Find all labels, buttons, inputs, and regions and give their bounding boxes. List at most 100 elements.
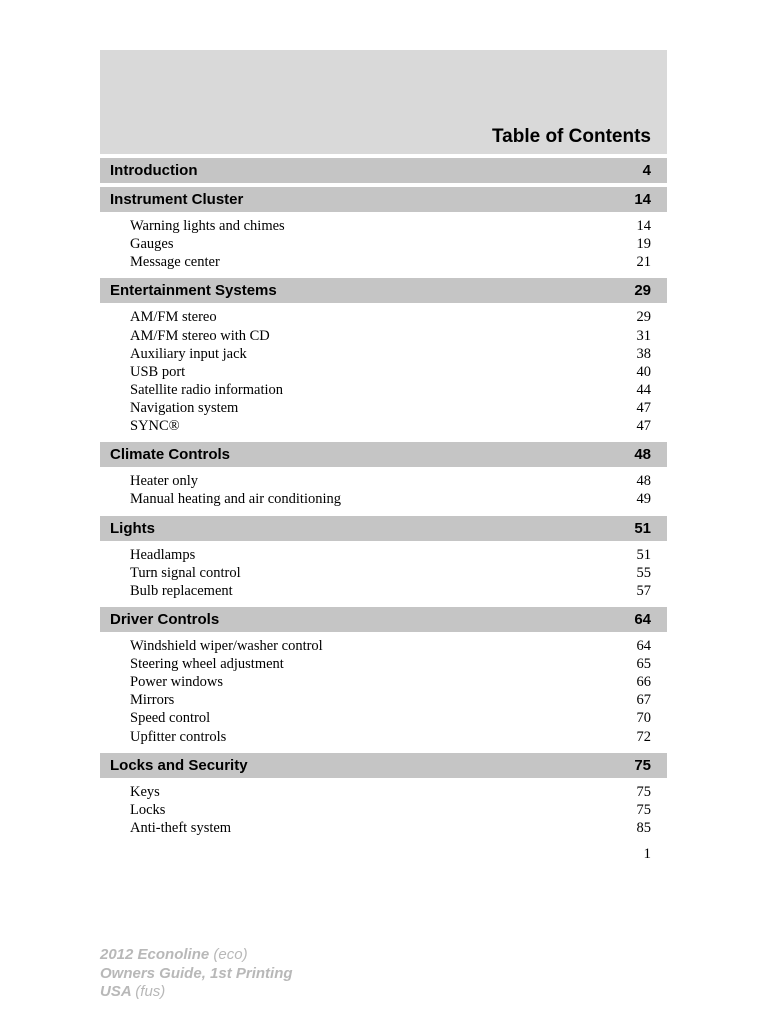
toc-item: Locks 75 xyxy=(100,801,667,819)
toc-item-page: 47 xyxy=(637,417,652,435)
section-page: 14 xyxy=(634,191,651,208)
toc-item: Windshield wiper/washer control64 xyxy=(100,637,667,655)
toc-item: Message center21 xyxy=(100,253,667,271)
toc-item-page: 65 xyxy=(637,655,652,673)
title-bar: Table of Contents xyxy=(100,120,667,154)
section-header: Introduction 4 xyxy=(100,158,667,183)
toc-item: Navigation system 47 xyxy=(100,399,667,417)
section-page: 51 xyxy=(634,520,651,537)
toc-item-label: Manual heating and air conditioning xyxy=(130,490,341,508)
toc-item-page: 66 xyxy=(637,673,652,691)
toc-item: Power windows66 xyxy=(100,673,667,691)
toc-item-label: Mirrors xyxy=(130,691,174,709)
section-header: Climate Controls48 xyxy=(100,442,667,467)
title-text: Table of Contents xyxy=(492,126,651,147)
toc-item-page: 75 xyxy=(637,783,652,801)
section-header: Entertainment Systems 29 xyxy=(100,278,667,303)
section-title: Locks and Security xyxy=(110,757,248,774)
section-items: Heater only48Manual heating and air cond… xyxy=(100,467,667,511)
toc-item: SYNC® 47 xyxy=(100,417,667,435)
toc-item-label: Steering wheel adjustment xyxy=(130,655,284,673)
page-content: Table of Contents Introduction 4 Instrumen… xyxy=(0,0,767,863)
section-title: Climate Controls xyxy=(110,446,230,463)
toc-item: Auxiliary input jack38 xyxy=(100,345,667,363)
section-page: 4 xyxy=(643,162,651,179)
toc-item: Gauges19 xyxy=(100,235,667,253)
toc-item: Upfitter controls 72 xyxy=(100,728,667,746)
footer-line3-bold: USA xyxy=(100,983,131,1000)
toc-item: USB port 40 xyxy=(100,363,667,381)
footer-line3: USA (fus) xyxy=(100,983,293,1002)
toc-item: Bulb replacement 57 xyxy=(100,582,667,600)
footer-line3-light: (fus) xyxy=(135,983,165,1000)
section-items: Headlamps51Turn signal control55Bulb rep… xyxy=(100,541,667,603)
toc-item-label: Locks xyxy=(130,801,165,819)
toc-item-label: AM/FM stereo with CD xyxy=(130,327,270,345)
toc-item-page: 57 xyxy=(637,582,652,600)
section-header: Driver Controls 64 xyxy=(100,607,667,632)
toc-sections: Introduction4Instrument Cluster14Warning… xyxy=(100,158,667,840)
toc-item-label: Keys xyxy=(130,783,160,801)
toc-item-page: 70 xyxy=(637,709,652,727)
toc-item-page: 67 xyxy=(637,691,652,709)
toc-item-page: 44 xyxy=(637,381,652,399)
toc-item-label: Navigation system xyxy=(130,399,238,417)
toc-item-page: 29 xyxy=(637,308,652,326)
toc-item-page: 40 xyxy=(637,363,652,381)
toc-item-page: 51 xyxy=(637,546,652,564)
toc-item-page: 47 xyxy=(637,399,652,417)
toc-item-page: 31 xyxy=(637,327,652,345)
toc-item-label: SYNC® xyxy=(130,417,180,435)
section-page: 29 xyxy=(634,282,651,299)
section-title: Driver Controls xyxy=(110,611,219,628)
section-title: Entertainment Systems xyxy=(110,282,277,299)
toc-item: Speed control 70 xyxy=(100,709,667,727)
section-header: Lights 51 xyxy=(100,516,667,541)
section-header: Instrument Cluster 14 xyxy=(100,187,667,212)
section-page: 64 xyxy=(634,611,651,628)
toc-item: Anti-theft system 85 xyxy=(100,819,667,837)
toc-item-label: Turn signal control xyxy=(130,564,241,582)
toc-item-page: 48 xyxy=(637,472,652,490)
toc-item-page: 75 xyxy=(637,801,652,819)
section-title: Instrument Cluster xyxy=(110,191,243,208)
section-items: AM/FM stereo29AM/FM stereo with CD31Auxi… xyxy=(100,303,667,438)
toc-item-page: 19 xyxy=(637,235,652,253)
toc-item-page: 14 xyxy=(637,217,652,235)
toc-item-label: Windshield wiper/washer control xyxy=(130,637,323,655)
section-header: Locks and Security75 xyxy=(100,753,667,778)
section-items: Windshield wiper/washer control64Steerin… xyxy=(100,632,667,749)
toc-item-label: Upfitter controls xyxy=(130,728,226,746)
section-title: Introduction xyxy=(110,162,197,179)
footer: 2012 Econoline (eco) Owners Guide, 1st P… xyxy=(100,946,293,1002)
section-items: Keys 75 Locks 75 Anti-theft system 85 xyxy=(100,778,667,840)
toc-item: Headlamps 51 xyxy=(100,546,667,564)
toc-item: Manual heating and air conditioning49 xyxy=(100,490,667,508)
toc-item-page: 21 xyxy=(637,253,652,271)
toc-item-label: Heater only xyxy=(130,472,198,490)
toc-item-page: 55 xyxy=(637,564,652,582)
toc-item-label: Speed control xyxy=(130,709,210,727)
toc-item: Turn signal control 55 xyxy=(100,564,667,582)
toc-item-page: 85 xyxy=(637,819,652,837)
page-number: 1 xyxy=(100,840,667,863)
toc-item-label: Anti-theft system xyxy=(130,819,231,837)
toc-item: Keys 75 xyxy=(100,783,667,801)
toc-item-label: USB port xyxy=(130,363,185,381)
toc-item-label: AM/FM stereo xyxy=(130,308,217,326)
footer-line1-light: (eco) xyxy=(213,946,247,963)
toc-item-label: Headlamps xyxy=(130,546,195,564)
top-spacer xyxy=(100,50,667,120)
toc-item: Steering wheel adjustment 65 xyxy=(100,655,667,673)
toc-item: Heater only 48 xyxy=(100,472,667,490)
toc-item-label: Bulb replacement xyxy=(130,582,233,600)
footer-line2: Owners Guide, 1st Printing xyxy=(100,965,293,984)
toc-item: AM/FM stereo with CD 31 xyxy=(100,327,667,345)
toc-item: Satellite radio information 44 xyxy=(100,381,667,399)
toc-item-page: 72 xyxy=(637,728,652,746)
toc-item-label: Auxiliary input jack xyxy=(130,345,247,363)
section-title: Lights xyxy=(110,520,155,537)
footer-line1: 2012 Econoline (eco) xyxy=(100,946,293,965)
toc-item-label: Satellite radio information xyxy=(130,381,283,399)
toc-item: AM/FM stereo 29 xyxy=(100,308,667,326)
